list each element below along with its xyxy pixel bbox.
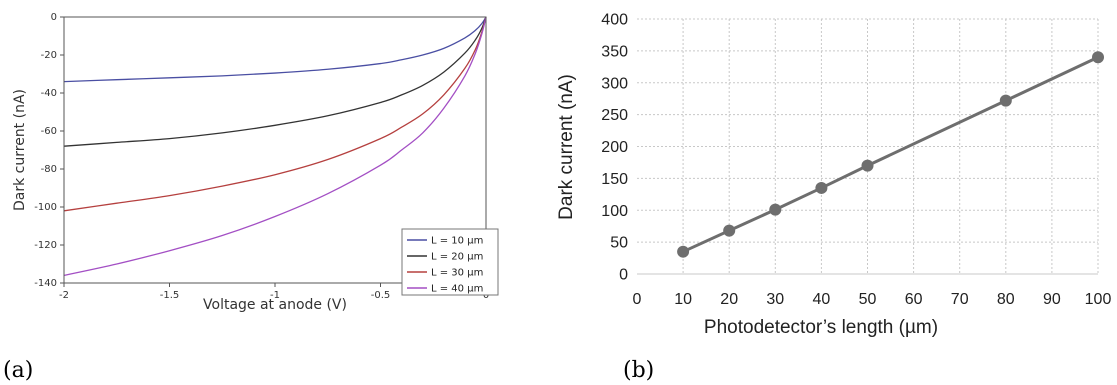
chart-a-legend-label: L = 40 µm <box>431 284 483 295</box>
chart-b-y-tick-label: 250 <box>601 107 628 124</box>
chart-b-x-tick-label: 40 <box>813 291 831 308</box>
chart-b-data-point <box>677 245 690 258</box>
chart-b-series <box>677 51 1104 258</box>
chart-b-x-tick-label: 30 <box>766 291 784 308</box>
chart-b-y-tick-label: 350 <box>601 43 628 60</box>
chart-b-series-line <box>682 55 1099 254</box>
panel-label-b: (b) <box>623 358 654 383</box>
chart-b-ticks: 0 50 100 150 200 250 300 350 400 0 10 20 30 40 50 60 70 8… <box>601 12 1111 309</box>
chart-b-data-point <box>723 224 736 237</box>
chart-a-x-tick-label: -1 <box>270 290 280 301</box>
chart-a-legend-label: L = 30 µm <box>431 268 483 279</box>
chart-a-y-tick-label: -140 <box>34 278 57 289</box>
chart-a-series-line-2 <box>63 16 487 147</box>
chart-a-ticks: 0-20-40-60-80-100-120-140-2-1.5-1-0.50 <box>34 12 489 301</box>
chart-b-x-tick-label: 100 <box>1085 291 1112 308</box>
chart-b-y-tick-label: 100 <box>601 203 628 220</box>
chart-b-data-point <box>861 159 874 172</box>
chart-b-x-tick-label: 0 <box>633 291 642 308</box>
panel-label-a: (a) <box>3 358 33 383</box>
chart-a-y-tick-label: -60 <box>41 126 57 137</box>
chart-b-x-tick-label: 60 <box>905 291 923 308</box>
chart-a-x-tick-label: -2 <box>59 290 69 301</box>
chart-b-x-tick-label: 90 <box>1043 291 1061 308</box>
chart-a-y-tick-label: -80 <box>41 164 57 175</box>
chart-a-series-line-3 <box>63 16 487 212</box>
chart-a-series-line-1 <box>63 16 487 83</box>
chart-b-y-tick-label: 150 <box>601 171 628 188</box>
chart-b-data-point <box>769 203 782 216</box>
chart-b-x-tick-label: 20 <box>720 291 738 308</box>
chart-a-x-axis-label: Voltage at anode (V) <box>203 297 347 313</box>
chart-b-x-tick-label: 70 <box>951 291 969 308</box>
chart-b-x-tick-label: 80 <box>997 291 1015 308</box>
chart-a-y-tick-label: -100 <box>34 202 57 213</box>
chart-b-data-point <box>815 181 828 194</box>
chart-a-legend-label: L = 10 µm <box>431 236 483 247</box>
chart-b-data-point <box>999 94 1012 107</box>
chart-b-y-tick-label: 200 <box>601 139 628 156</box>
chart-b-x-tick-label: 10 <box>674 291 692 308</box>
chart-b-y-tick-label: 400 <box>601 12 628 29</box>
chart-a-y-tick-label: -20 <box>41 50 57 61</box>
chart-b-y-tick-label: 50 <box>610 235 628 252</box>
chart-b-grid <box>637 18 1099 275</box>
chart-a-x-tick-label: -0.5 <box>371 290 391 301</box>
chart-a-y-tick-label: -40 <box>41 88 57 99</box>
chart-b-data-point <box>1092 51 1104 64</box>
chart-b-y-tick-label: 300 <box>601 75 628 92</box>
chart-b-x-tick-label: 50 <box>859 291 877 308</box>
chart-a-legend: L = 10 µm L = 20 µm L = 30 µm L = 40 µm <box>401 228 499 296</box>
chart-b-y-axis-label: Dark current (nA) <box>556 74 577 220</box>
chart-a-y-tick-label: 0 <box>51 12 57 23</box>
chart-b-y-tick-label: 0 <box>619 267 628 284</box>
chart-a-legend-label: L = 20 µm <box>431 252 483 263</box>
chart-a-y-tick-label: -120 <box>34 240 57 251</box>
chart-a: 0-20-40-60-80-100-120-140-2-1.5-1-0.50 V… <box>12 12 499 313</box>
chart-b-x-axis-label: Photodetector’s length (µm) <box>704 317 938 338</box>
chart-a-lines <box>63 16 487 277</box>
chart-a-plot-frame <box>63 16 487 284</box>
chart-a-x-tick-label: -1.5 <box>160 290 180 301</box>
chart-a-series-line-4 <box>63 16 487 277</box>
chart-a-y-axis-label: Dark current (nA) <box>12 89 28 211</box>
chart-b: 0 50 100 150 200 250 300 350 400 0 10 20 30 40 50 60 70 8… <box>556 12 1111 339</box>
